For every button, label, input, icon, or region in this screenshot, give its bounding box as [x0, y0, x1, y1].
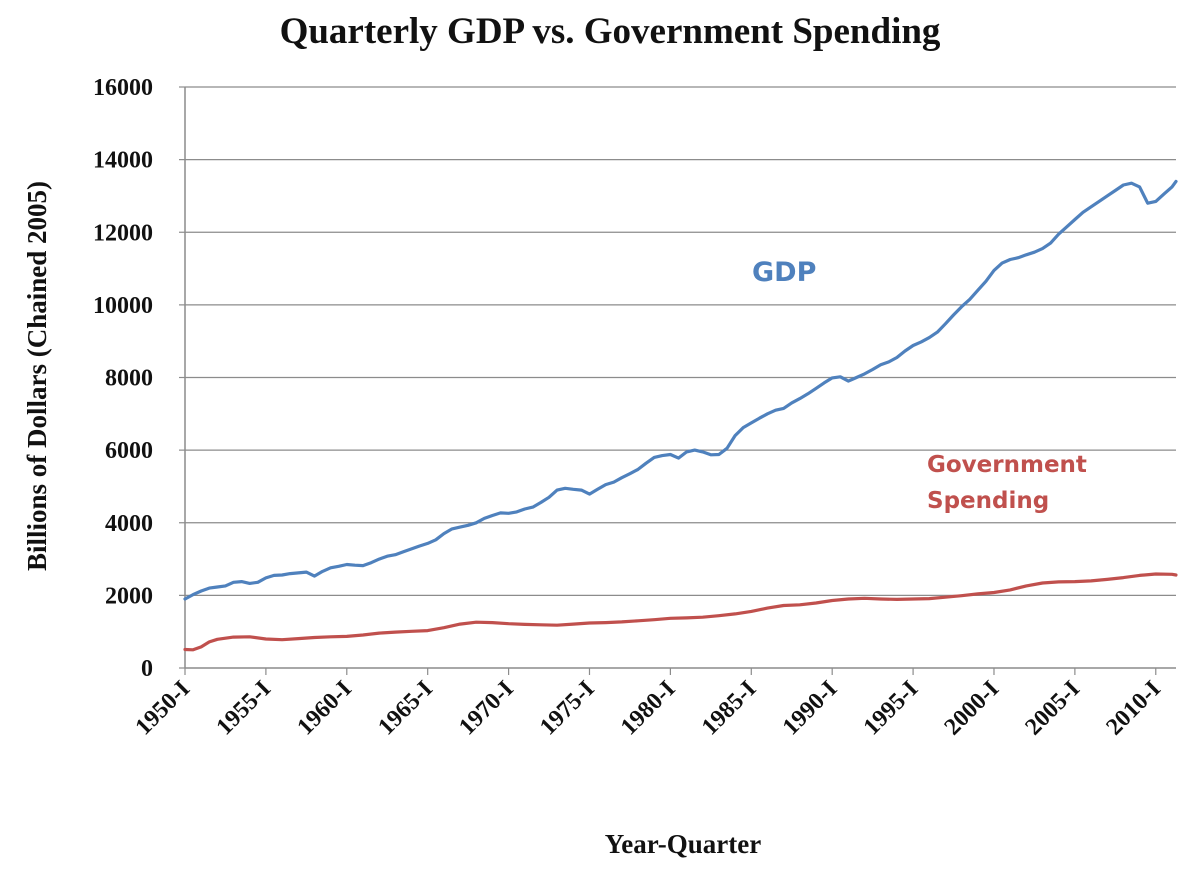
- y-tick-label: 8000: [105, 366, 153, 392]
- x-tick-label: 2005-I: [1021, 676, 1086, 741]
- series-line-government-spending: [183, 572, 1178, 652]
- series-labels: GDP Government Spending: [752, 257, 1087, 514]
- y-tick-label: 6000: [105, 438, 153, 464]
- x-tick-label: 1965-I: [373, 676, 438, 741]
- x-tick-label: 1975-I: [535, 676, 600, 741]
- y-tick-label: 16000: [93, 75, 153, 101]
- series-label: Spending: [927, 488, 1049, 514]
- series-line-gdp: [183, 179, 1178, 601]
- x-axis-label: Year-Quarter: [605, 829, 761, 859]
- chart-title: Quarterly GDP vs. Government Spending: [280, 11, 941, 52]
- x-tick-label: 1960-I: [292, 676, 357, 741]
- x-tick-label: 2000-I: [940, 676, 1005, 741]
- series-label: Government: [927, 452, 1087, 478]
- x-tick-label: 2010-I: [1101, 676, 1166, 741]
- y-tick-label: 10000: [93, 293, 153, 319]
- y-tick-label: 4000: [105, 511, 153, 537]
- x-tick-label: 1990-I: [778, 676, 843, 741]
- x-tick-label: 1995-I: [859, 676, 924, 741]
- series-lines: [183, 179, 1178, 652]
- x-tick-label: 1950-I: [131, 676, 196, 741]
- gridlines: [185, 86, 1176, 596]
- series-label: GDP: [752, 257, 816, 288]
- y-axis-label: Billions of Dollars (Chained 2005): [22, 181, 52, 571]
- x-tick-label: 1980-I: [616, 676, 681, 741]
- x-axis-ticks: 1950-I 1955-I 1960-I 1965-I 1970-I 1975-I 1980…: [131, 668, 1166, 740]
- y-tick-label: 0: [141, 656, 153, 682]
- y-axis-ticks: 0 2000 4000 6000 8000 10000 12000 14000 16000: [93, 75, 185, 682]
- x-tick-label: 1955-I: [212, 676, 277, 741]
- y-tick-label: 14000: [93, 148, 153, 174]
- y-tick-label: 12000: [93, 220, 153, 246]
- x-tick-label: 1970-I: [454, 676, 519, 741]
- y-tick-label: 2000: [105, 583, 153, 609]
- x-tick-label: 1985-I: [697, 676, 762, 741]
